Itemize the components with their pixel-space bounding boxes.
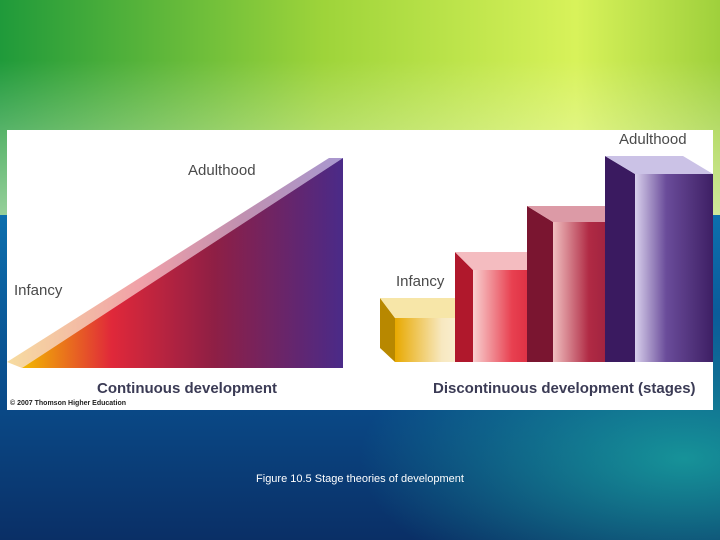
discontinuous-end-label: Adulthood (619, 131, 687, 148)
stage-1-top (380, 298, 473, 318)
continuous-start-label: Infancy (14, 282, 63, 299)
stage-4-side (605, 156, 635, 362)
stage-theories-figure: Adulthood Infancy Continuous development… (7, 130, 713, 410)
stage-4-top (605, 156, 713, 174)
continuous-title: Continuous development (97, 380, 277, 397)
stage-3-side (527, 206, 553, 362)
continuous-end-label: Adulthood (188, 162, 256, 179)
figure-caption: Figure 10.5 Stage theories of developmen… (256, 473, 464, 485)
continuous-ramp-top-edge (7, 158, 343, 368)
copyright-notice: © 2007 Thomson Higher Education (10, 400, 127, 407)
stage-2-side (455, 252, 473, 362)
stage-1-block (395, 318, 473, 362)
discontinuous-start-label: Infancy (396, 273, 445, 290)
development-diagram (7, 156, 713, 368)
stage-1-side (380, 298, 395, 362)
continuous-ramp (22, 158, 343, 368)
discontinuous-title: Discontinuous development (stages) (433, 380, 696, 397)
stage-4-block (635, 174, 713, 362)
